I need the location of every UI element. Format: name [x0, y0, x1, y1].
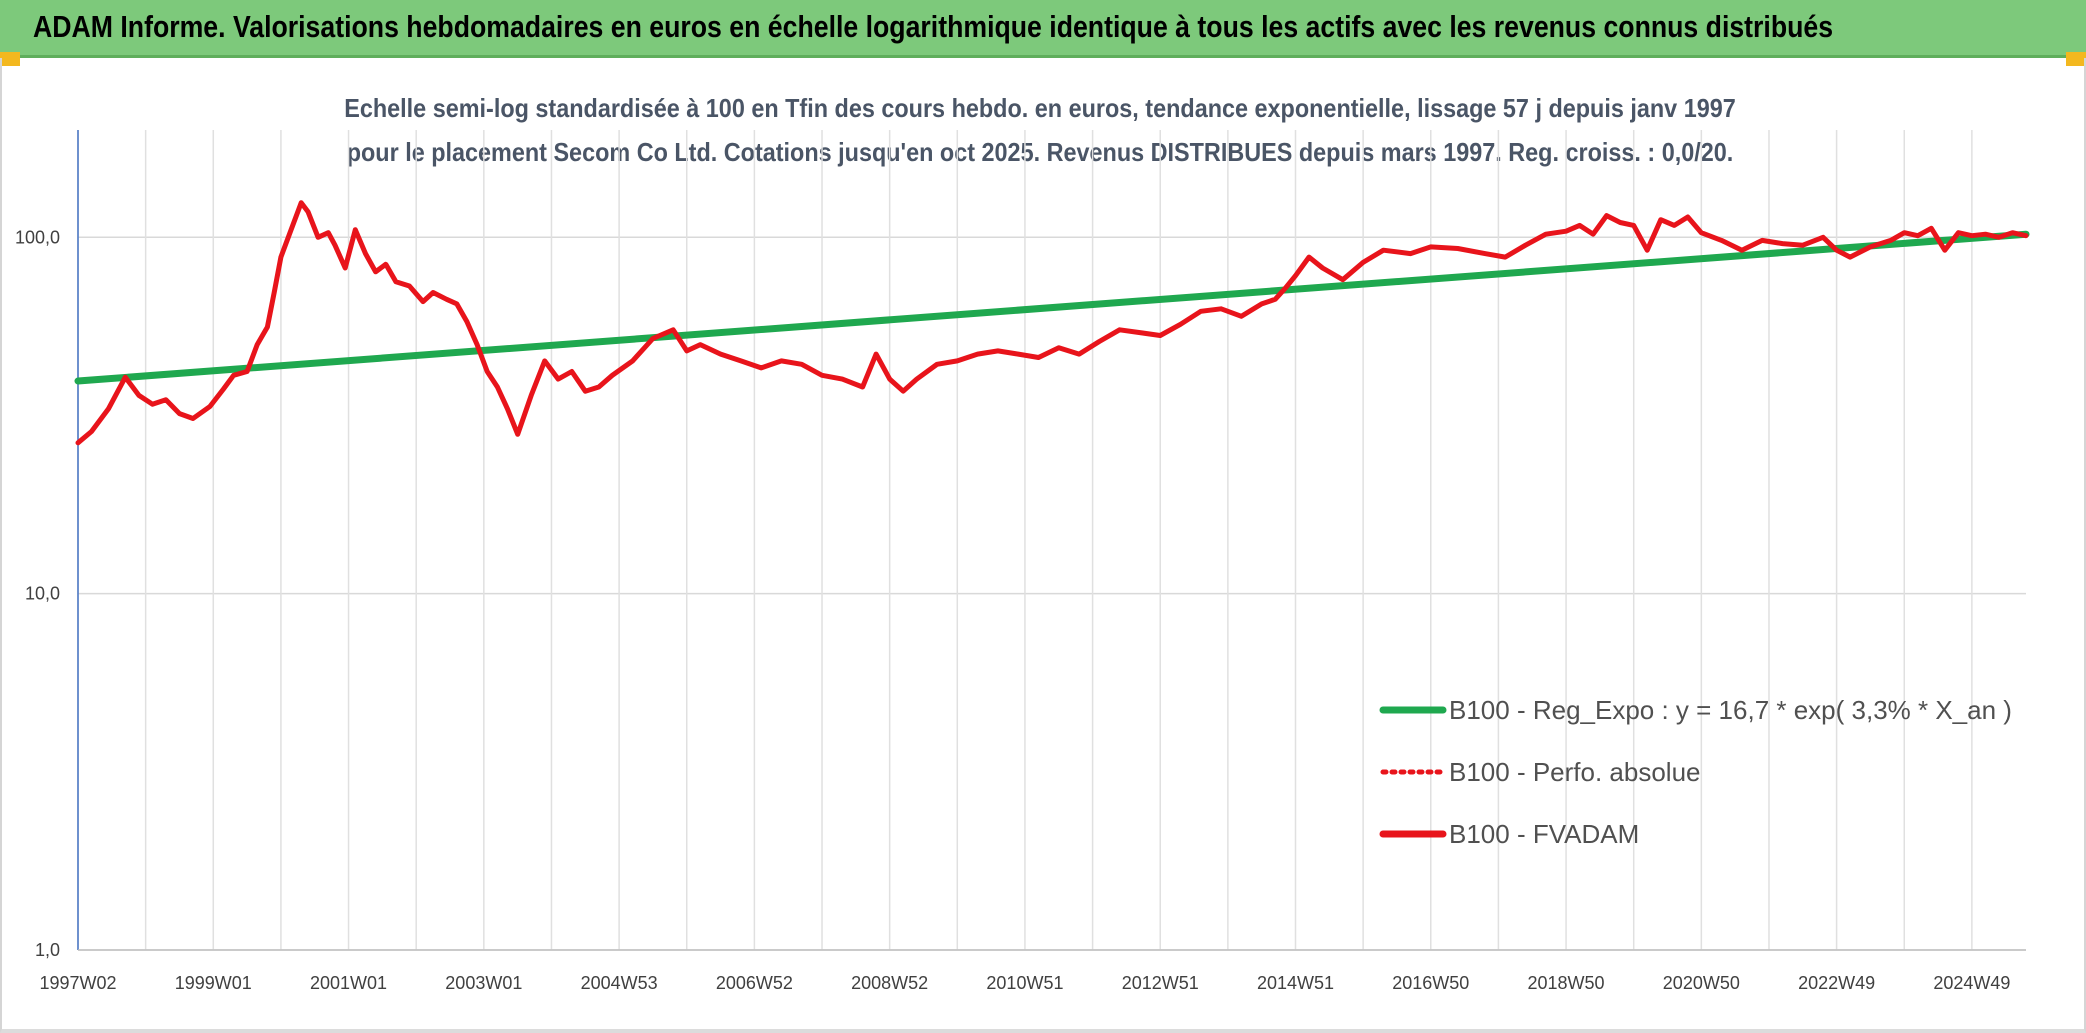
axes — [77, 130, 2026, 951]
x-tick-label: 2006W52 — [716, 973, 793, 993]
x-tick-label: 2016W50 — [1392, 973, 1469, 993]
legend: B100 - Reg_Expo : y = 16,7 * exp( 3,3% *… — [1379, 695, 2012, 849]
report-banner: ADAM Informe. Valorisations hebdomadaire… — [0, 0, 2086, 58]
x-tick-label: 2012W51 — [1122, 973, 1199, 993]
legend-item-regression-label: B100 - Reg_Expo : y = 16,7 * exp( 3,3% *… — [1449, 695, 2012, 725]
fvadam-line — [75, 200, 2029, 446]
legend-item-fvadam-label: B100 - FVADAM — [1449, 819, 1639, 849]
chart-title: Echelle semi-log standardisée à 100 en T… — [344, 93, 1736, 167]
x-tick-label: 2024W49 — [1933, 973, 2010, 993]
report-title: ADAM Informe. Valorisations hebdomadaire… — [33, 9, 1834, 44]
corner-mark-left — [0, 52, 20, 66]
corner-mark-right — [2066, 52, 2086, 66]
legend-item-perfo-absolue-label: B100 - Perfo. absolue — [1449, 757, 1701, 787]
y-tick-label: 10,0 — [25, 584, 60, 604]
regression-line — [74, 230, 2030, 385]
x-tick-label: 2004W53 — [581, 973, 658, 993]
x-tick-label: 2008W52 — [851, 973, 928, 993]
y-tick-label: 1,0 — [35, 940, 60, 960]
x-tick-label: 2018W50 — [1528, 973, 1605, 993]
x-tick-label: 1997W02 — [39, 973, 116, 993]
x-tick-label: 2003W01 — [445, 973, 522, 993]
chart-frame — [0, 58, 2086, 1033]
x-tick-label: 2020W50 — [1663, 973, 1740, 993]
series-lines — [74, 200, 2030, 446]
x-axis-tick-labels: 1997W02 1999W01 2001W01 2003W01 2004W53 2006W… — [39, 973, 2010, 993]
y-tick-label: 100,0 — [15, 227, 60, 247]
x-tick-label: 2010W51 — [986, 973, 1063, 993]
x-tick-label: 2014W51 — [1257, 973, 1334, 993]
x-tick-label: 2001W01 — [310, 973, 387, 993]
x-tick-label: 2022W49 — [1798, 973, 1875, 993]
y-axis-tick-labels: 1,0 10,0 100,0 — [15, 227, 60, 960]
x-tick-label: 1999W01 — [175, 973, 252, 993]
